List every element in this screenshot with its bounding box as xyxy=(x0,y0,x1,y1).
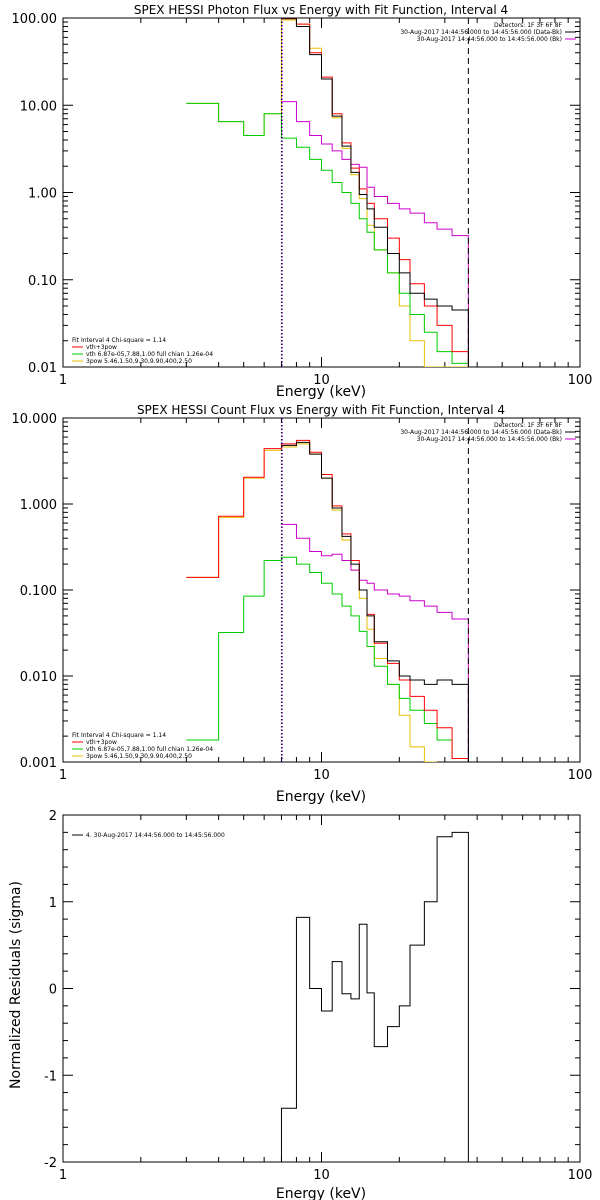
series-line-3 xyxy=(186,439,469,762)
x-tick-label: 100 xyxy=(568,1168,593,1183)
x-tick-label: 1 xyxy=(59,1168,67,1183)
y-tick-label: 0.010 xyxy=(20,670,57,685)
residuals-x-axis-label: Energy (keV) xyxy=(276,1186,366,1200)
photon-x-axis-label: Energy (keV) xyxy=(276,384,366,400)
y-tick-label: 0.10 xyxy=(28,274,57,289)
series-line-0 xyxy=(186,19,469,367)
y-tick-label: 10.00 xyxy=(20,99,57,114)
y-tick-label: 1 xyxy=(49,896,57,911)
legend-text: 3pow 5.46,1.50,9.30,9.90,400,2.50 xyxy=(86,753,192,760)
series-line-2 xyxy=(281,101,469,367)
y-tick-label: 100.00 xyxy=(12,12,58,27)
series-line-4 xyxy=(281,441,469,762)
count-chart-title: SPEX HESSI Count Flux vs Energy with Fit… xyxy=(137,403,505,417)
legend-text: vth+3pow xyxy=(86,344,117,351)
header-legend-text: Detectors: 1F 3F 6F 8F xyxy=(494,22,563,29)
count-x-axis-label: Energy (keV) xyxy=(276,789,366,805)
series-line-1 xyxy=(186,556,469,762)
header-legend-text: 30-Aug-2017 14:44:56.000 to 14:45:56.000… xyxy=(417,436,562,443)
header-legend-text: 30-Aug-2017 14:44:56.000 to 14:45:56.000… xyxy=(400,29,562,36)
residuals-y-axis-label: Normalized Residuals (sigma) xyxy=(8,881,24,1089)
x-tick-label: 10 xyxy=(313,768,330,783)
legend-text: vth 6.87e-05,7.88,1.00 full chian 1.26e-… xyxy=(86,351,213,358)
legend-text: Fit Interval 4 Chi-square = 1.14 xyxy=(72,732,166,739)
series-line-2 xyxy=(281,523,469,762)
x-tick-label: 100 xyxy=(568,768,593,783)
y-tick-label: 0.01 xyxy=(28,361,57,376)
x-tick-label: 1 xyxy=(59,768,67,783)
y-tick-label: 0.100 xyxy=(20,584,57,599)
legend-text: 4. 30-Aug-2017 14:44:56.000 to 14:45:56.… xyxy=(86,832,225,839)
y-tick-label: -1 xyxy=(44,1069,57,1084)
x-tick-label: 1 xyxy=(59,373,67,388)
y-tick-label: 0 xyxy=(49,983,57,998)
series-line-4 xyxy=(281,18,469,367)
x-tick-label: 100 xyxy=(568,373,593,388)
y-tick-label: 10.000 xyxy=(12,412,58,427)
legend-text: vth 6.87e-05,7.88,1.00 full chian 1.26e-… xyxy=(86,746,213,753)
legend-text: vth+3pow xyxy=(86,739,117,746)
y-tick-label: 2 xyxy=(49,809,57,824)
x-tick-label: 10 xyxy=(313,373,330,388)
x-tick-label: 10 xyxy=(313,1168,330,1183)
legend-text: Fit Interval 4 Chi-square = 1.14 xyxy=(72,337,166,344)
count-flux-panel: SPEX HESSI Count Flux vs Energy with Fit… xyxy=(12,403,593,805)
y-tick-label: 1.000 xyxy=(20,498,57,513)
header-legend-text: Detectors: 1F 3F 6F 8F xyxy=(494,422,563,429)
y-tick-label: -2 xyxy=(44,1156,57,1171)
series-line-1 xyxy=(186,102,469,367)
y-tick-label: 0.001 xyxy=(20,756,57,771)
header-legend-text: 30-Aug-2017 14:44:56.000 to 14:45:56.000… xyxy=(417,36,562,43)
series-line-3 xyxy=(281,18,469,367)
series-line-0 xyxy=(280,831,469,1162)
legend-text: 3pow 5.46,1.50,9.30,9.90,400,2.50 xyxy=(86,358,192,365)
series-line-0 xyxy=(186,443,438,762)
photon-flux-panel: SPEX HESSI Photon Flux vs Energy with Fi… xyxy=(12,3,593,400)
photon-chart-title: SPEX HESSI Photon Flux vs Energy with Fi… xyxy=(134,3,508,17)
y-tick-label: 1.00 xyxy=(28,187,57,202)
header-legend-text: 30-Aug-2017 14:44:56.000 to 14:45:56.000… xyxy=(400,429,562,436)
